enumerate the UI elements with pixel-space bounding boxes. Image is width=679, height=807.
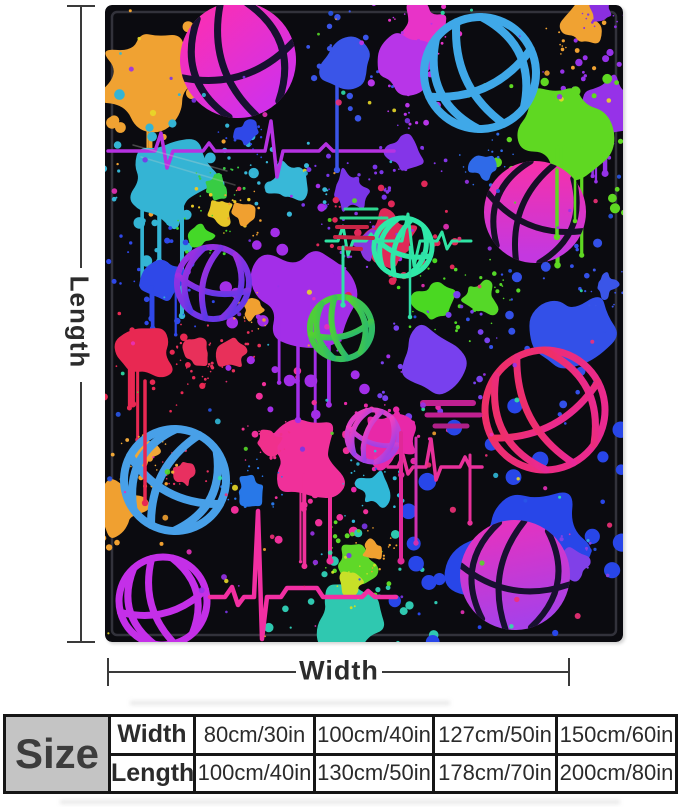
size-corner-cell: Size (3, 714, 111, 794)
width-value-cell: 127cm/50in (432, 714, 558, 756)
width-dimension-line (382, 671, 570, 673)
row-label-length: Length (108, 752, 196, 794)
width-label: Width (299, 655, 379, 686)
length-label: Length (64, 275, 95, 369)
length-dimension-line (80, 382, 82, 642)
row-label-width: Width (108, 714, 196, 756)
width-dimension-cap (107, 658, 109, 686)
width-value-cell: 150cm/60in (555, 714, 678, 756)
table-row: Length 100cm/40in 130cm/50in 178cm/70in … (5, 752, 678, 794)
width-dimension-line (108, 671, 296, 673)
product-image (105, 5, 623, 642)
size-chart-table: Size Width 80cm/30in 100cm/40in 127cm/50… (3, 714, 678, 794)
length-value-cell: 100cm/40in (193, 752, 316, 794)
width-value-cell: 100cm/40in (313, 714, 435, 756)
width-value-cell: 80cm/30in (193, 714, 316, 756)
length-value-cell: 130cm/50in (313, 752, 435, 794)
width-dimension-cap (568, 658, 570, 686)
table-row: Size Width 80cm/30in 100cm/40in 127cm/50… (3, 714, 678, 794)
length-dimension-cap (67, 641, 95, 643)
artifact-smudge (60, 800, 620, 804)
length-dimension-cap (67, 5, 95, 7)
length-dimension-line (80, 6, 82, 268)
length-value-cell: 178cm/70in (432, 752, 558, 794)
length-value-cell: 200cm/80in (555, 752, 678, 794)
blanket-artwork (105, 5, 623, 642)
artifact-smudge (130, 701, 450, 705)
